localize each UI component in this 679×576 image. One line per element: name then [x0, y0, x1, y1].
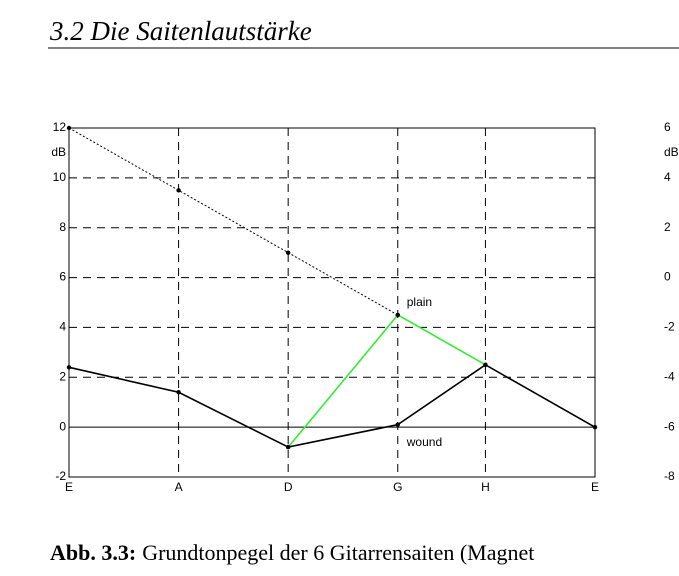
y-tick-label: -8 [664, 469, 675, 483]
y-tick-label: -2 [664, 320, 675, 334]
y-tick-label: 4 [59, 320, 66, 334]
y-axis-label: dB [664, 145, 679, 159]
x-tick-label: H [481, 480, 490, 494]
x-tick-label: E [65, 480, 73, 494]
y-tick-label: -6 [664, 419, 675, 433]
y-tick-label: 2 [664, 220, 671, 234]
y-tick-label: 10 [53, 170, 67, 184]
data-point [176, 390, 181, 395]
series-label: wound [406, 435, 442, 449]
data-point [66, 365, 72, 370]
y-tick-label: 8 [59, 220, 66, 234]
data-point [285, 444, 291, 450]
y-tick-label: 4 [664, 170, 671, 184]
y-axis-label: dB [51, 145, 66, 159]
data-point [483, 362, 488, 368]
y-tick-label: 0 [664, 270, 671, 284]
header-title: 3.2 Die Saitenlautstärke [49, 16, 312, 46]
caption-text: Grundtonpegel der 6 Gitarrensaiten (Magn… [142, 540, 534, 565]
x-tick-label: D [284, 480, 293, 494]
series-label: plain [407, 295, 432, 309]
plot-frame [68, 127, 596, 478]
series-line [68, 127, 398, 316]
y-tick-label: 6 [664, 120, 671, 134]
y-tick-label: 6 [59, 270, 66, 284]
caption-label: Abb. 3.3: [50, 540, 136, 565]
y-tick-label: -2 [55, 469, 66, 483]
data-point [285, 250, 291, 255]
y-tick-label: 12 [53, 120, 67, 134]
caption: Abb. 3.3: Grundtonpegel der 6 Gitarrensai… [50, 540, 534, 565]
y-tick-label: 2 [59, 369, 66, 383]
x-tick-label: E [591, 480, 599, 494]
series-line [68, 363, 596, 448]
x-tick-label: A [175, 480, 183, 494]
x-tick-label: G [393, 480, 402, 494]
data-point [66, 125, 72, 131]
y-tick-label: 0 [59, 419, 66, 433]
y-tick-label: -4 [664, 369, 675, 383]
data-point [592, 424, 598, 430]
data-point [395, 422, 400, 427]
data-point [395, 312, 400, 318]
data-point [176, 188, 181, 193]
